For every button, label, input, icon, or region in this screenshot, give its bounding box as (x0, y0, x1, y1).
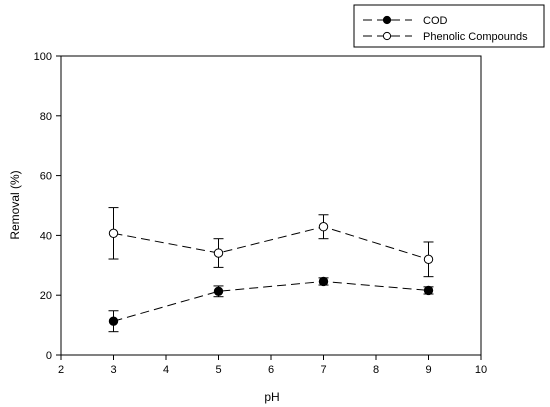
x-tick-label: 7 (320, 364, 326, 376)
legend-marker-phenolic (382, 31, 392, 41)
x-tick-label: 4 (163, 364, 169, 376)
legend-box (353, 4, 545, 48)
legend-label-cod: COD (423, 15, 448, 27)
x-axis-title: pH (264, 390, 279, 404)
series-layer (108, 207, 434, 333)
data-point-cod (318, 276, 329, 287)
x-tick-label: 3 (110, 364, 116, 376)
plot-frame (60, 55, 482, 356)
y-axis-title: Removal (%) (8, 170, 22, 239)
y-tick-label: 20 (40, 290, 52, 302)
y-tick-label: 100 (34, 51, 52, 63)
y-tick-label: 80 (40, 111, 52, 123)
x-tick-label: 8 (373, 364, 379, 376)
data-point-cod (108, 316, 119, 326)
series-phenolic-compounds (108, 207, 434, 278)
legend-label-phenolic: Phenolic Compounds (423, 31, 528, 43)
series-cod (108, 276, 434, 333)
x-tick-label: 2 (58, 364, 64, 376)
data-point-cod (423, 285, 434, 296)
data-point-phenolic-compounds (318, 222, 329, 232)
x-tick-label: 9 (425, 364, 431, 376)
legend-marker-cod (382, 15, 392, 25)
y-axis: 0 20 40 60 80 100 (34, 51, 61, 362)
y-tick-label: 0 (46, 350, 52, 362)
x-axis: 2 3 4 5 6 7 8 9 10 (58, 355, 487, 376)
series-line-phenolic-compounds (113, 226, 429, 260)
data-point-phenolic-compounds (423, 254, 434, 265)
y-tick-label: 60 (40, 171, 52, 183)
y-tick-label: 40 (40, 230, 52, 242)
data-point-phenolic-compounds (213, 248, 224, 258)
x-tick-label: 6 (268, 364, 274, 376)
data-point-cod (213, 286, 224, 297)
x-tick-label: 5 (215, 364, 221, 376)
series-line-cod (113, 280, 429, 322)
plot-area (60, 55, 482, 356)
data-point-phenolic-compounds (108, 228, 119, 239)
legend: COD Phenolic Compounds (353, 4, 545, 48)
x-tick-label: 10 (475, 364, 487, 376)
